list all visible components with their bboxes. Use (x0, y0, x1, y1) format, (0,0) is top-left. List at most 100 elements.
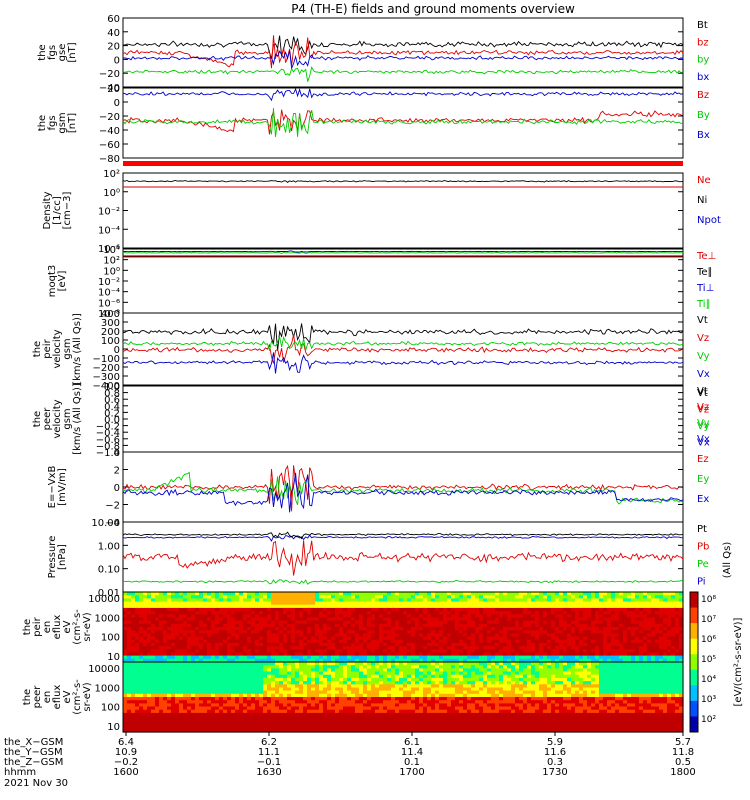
heatmap-cell (367, 607, 372, 612)
heatmap-cell (283, 700, 288, 704)
heatmap-cell (391, 620, 396, 625)
heatmap-cell (195, 636, 200, 641)
heatmap-cell (255, 614, 260, 619)
heatmap-cell (263, 674, 268, 679)
heatmap-cell (603, 595, 608, 599)
heatmap-cell (287, 620, 292, 625)
heatmap-cell (171, 703, 176, 708)
heatmap-cell (639, 607, 644, 612)
heatmap-cell (583, 633, 588, 638)
heatmap-cell (243, 607, 248, 612)
heatmap-cell (623, 658, 628, 663)
heatmap-cell (243, 604, 248, 609)
heatmap-cell (459, 636, 464, 641)
heatmap-cell (535, 617, 540, 622)
heatmap-cell (555, 611, 560, 615)
heatmap-cell (559, 598, 564, 603)
heatmap-cell (187, 633, 192, 638)
heatmap-cell (455, 652, 460, 657)
heatmap-cell (619, 595, 624, 599)
heatmap-cell (311, 595, 316, 599)
heatmap-cell (399, 677, 404, 682)
heatmap-cell (399, 614, 404, 619)
heatmap-cell (315, 633, 320, 638)
heatmap-cell (527, 601, 532, 606)
heatmap-cell (411, 719, 416, 724)
heatmap-cell (211, 690, 216, 695)
heatmap-cell (347, 592, 352, 596)
heatmap-cell (135, 722, 140, 727)
heatmap-cell (399, 719, 404, 724)
heatmap-cell (167, 649, 172, 654)
heatmap-cell (219, 677, 224, 682)
heatmap-cell (171, 687, 176, 692)
heatmap-cell (139, 630, 144, 634)
heatmap-cell (663, 614, 668, 619)
heatmap-cell (427, 627, 432, 631)
heatmap-cell (187, 607, 192, 612)
heatmap-cell (335, 693, 340, 698)
heatmap-cell (343, 639, 348, 644)
heatmap-cell (303, 725, 308, 730)
heatmap-cell (307, 716, 312, 720)
heatmap-cell (443, 592, 448, 596)
heatmap-cell (339, 649, 344, 654)
heatmap-cell (159, 617, 164, 622)
heatmap-cell (579, 642, 584, 647)
heatmap-cell (311, 592, 316, 596)
heatmap-cell (287, 646, 292, 650)
heatmap-cell (415, 709, 420, 714)
heatmap-cell (323, 627, 328, 631)
heatmap-cell (271, 623, 276, 628)
heatmap-cell (555, 636, 560, 641)
heatmap-cell (667, 614, 672, 619)
heatmap-cell (379, 652, 384, 657)
heatmap-cell (435, 652, 440, 657)
heatmap-cell (143, 677, 148, 682)
heatmap-cell (295, 674, 300, 679)
heatmap-cell (127, 642, 132, 647)
heatmap-cell (579, 649, 584, 654)
heatmap-cell (235, 712, 240, 717)
heatmap-cell (427, 611, 432, 615)
heatmap-cell (263, 630, 268, 634)
heatmap-cell (311, 687, 316, 692)
heatmap-cell (295, 665, 300, 669)
heatmap-cell (607, 607, 612, 612)
heatmap-cell (243, 652, 248, 657)
heatmap-cell (291, 693, 296, 698)
heatmap-cell (451, 617, 456, 622)
heatmap-cell (203, 690, 208, 695)
heatmap-cell (323, 604, 328, 609)
heatmap-cell (387, 697, 392, 701)
heatmap-cell (203, 658, 208, 663)
heatmap-cell (199, 630, 204, 634)
heatmap-cell (655, 646, 660, 650)
heatmap-cell (599, 636, 604, 641)
heatmap-cell (399, 706, 404, 711)
heatmap-cell (463, 633, 468, 638)
y-tick-label: 10000 (88, 594, 120, 605)
heatmap-cell (475, 601, 480, 606)
heatmap-cell (215, 601, 220, 606)
heatmap-cell (159, 662, 164, 666)
heatmap-cell (299, 728, 304, 733)
heatmap-cell (311, 677, 316, 682)
heatmap-cell (211, 671, 216, 676)
heatmap-cell (399, 601, 404, 606)
heatmap-cell (339, 601, 344, 606)
heatmap-cell (243, 703, 248, 708)
heatmap-cell (435, 655, 440, 660)
heatmap-cell (235, 725, 240, 730)
heatmap-cell (127, 700, 132, 704)
heatmap-cell (463, 658, 468, 663)
heatmap-cell (515, 652, 520, 657)
heatmap-cell (463, 607, 468, 612)
y-axis-label: peer (32, 685, 43, 709)
y-axis-label: Pressure (47, 536, 58, 579)
heatmap-cell (271, 601, 276, 606)
heatmap-cell (355, 607, 360, 612)
heatmap-cell (327, 592, 332, 596)
heatmap-cell (355, 712, 360, 717)
heatmap-cell (627, 604, 632, 609)
